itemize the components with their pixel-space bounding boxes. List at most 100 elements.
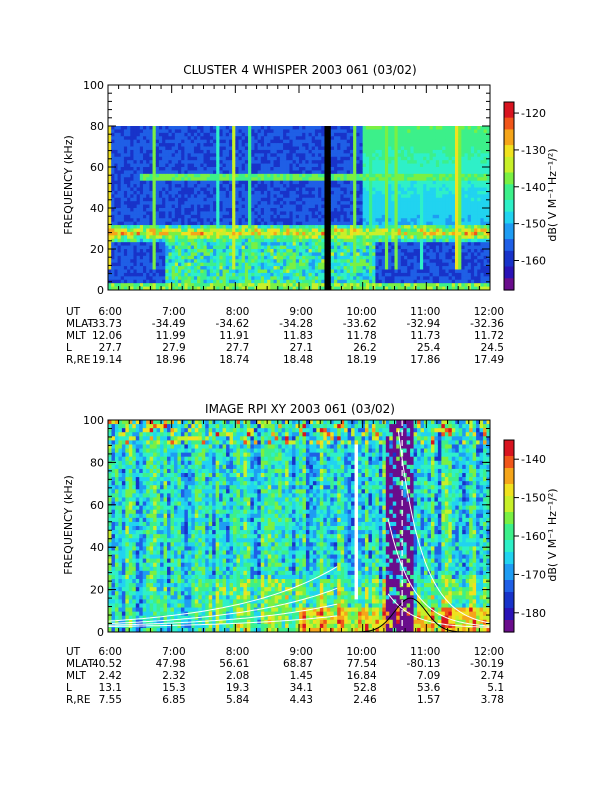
spectrogram-cell <box>184 252 188 257</box>
spectrogram-cell <box>162 218 166 223</box>
spectrogram-cell <box>136 228 141 233</box>
spectrogram-cell <box>381 259 386 264</box>
spectrogram-cell <box>111 211 115 216</box>
spectrogram-cell <box>378 173 383 178</box>
spectrogram-cell <box>283 211 287 216</box>
spectrogram-cell <box>136 156 141 161</box>
spectrogram-cell <box>426 208 430 212</box>
spectrogram-cell <box>139 194 144 199</box>
spectrogram-cell <box>136 160 141 164</box>
spectrogram-cell <box>302 221 306 226</box>
spectrogram-cell <box>359 252 364 257</box>
spectrogram-cell <box>295 177 300 182</box>
spectrogram-cell <box>139 245 144 250</box>
spectrogram-cell <box>213 129 217 134</box>
spectrogram-cell <box>330 187 335 192</box>
spectrogram-cell <box>127 214 131 219</box>
spectrogram-cell <box>435 126 440 130</box>
spectrogram-cell <box>337 269 341 274</box>
spectrogram-cell <box>337 190 341 195</box>
spectrogram-cell <box>346 214 351 219</box>
spectrogram-cell <box>228 255 233 260</box>
spectrogram-cell <box>400 180 405 185</box>
spectrogram-cell <box>139 262 144 267</box>
spectrogram-cell <box>305 156 309 161</box>
spectrogram-cell <box>295 228 300 233</box>
spectrogram-cell <box>384 283 389 287</box>
spectrogram-cell <box>343 187 348 192</box>
spectrogram-cell <box>114 235 118 240</box>
spectrogram-cell <box>343 225 348 229</box>
spectrogram-cell <box>130 238 134 243</box>
spectrogram-cell <box>286 143 290 147</box>
spectrogram-cell <box>311 228 316 233</box>
spectrogram-cell <box>244 160 249 164</box>
spectrogram-cell <box>273 245 278 250</box>
spectrogram-cell <box>375 173 379 178</box>
spectrogram-cell <box>353 242 357 246</box>
spectrogram-cell <box>340 197 344 202</box>
spectrogram-cell <box>143 139 147 144</box>
spectrogram-cell <box>340 255 344 260</box>
spectrogram-cell <box>216 160 220 164</box>
spectrogram-cell <box>114 180 118 185</box>
spectrogram-cell <box>178 255 182 260</box>
spectrogram-cell <box>117 238 122 243</box>
spectrogram-cell <box>372 190 376 195</box>
spectrogram-cell <box>222 156 227 161</box>
spectrogram-cell <box>305 170 309 175</box>
spectrogram-cell <box>318 136 322 141</box>
spectrogram-cell <box>178 252 182 257</box>
spectrogram-cell <box>394 283 399 287</box>
spectrogram-cell <box>216 225 220 229</box>
spectrogram-cell <box>388 173 392 178</box>
spectrogram-cell <box>127 208 131 212</box>
spectrogram-cell <box>171 225 176 229</box>
spectrogram-cell <box>206 276 211 281</box>
spectrogram-cell <box>165 126 169 130</box>
spectrogram-cell <box>286 132 290 137</box>
spectrogram-cell <box>413 211 418 216</box>
spectrogram-cell <box>375 259 379 264</box>
spectrogram-cell <box>216 194 220 199</box>
spectrogram-cell <box>270 242 274 246</box>
spectrogram-cell <box>324 153 329 158</box>
spectrogram-cell <box>276 245 281 250</box>
spectrogram-cell <box>391 269 395 274</box>
spectrogram-cell <box>235 235 239 240</box>
spectrogram-cell <box>394 252 399 257</box>
spectrogram-cell <box>184 262 188 267</box>
spectrogram-cell <box>155 194 160 199</box>
spectrogram-cell <box>359 184 364 188</box>
spectrogram-cell <box>108 283 112 287</box>
spectrogram-cell <box>279 272 284 277</box>
spectrogram-cell <box>353 204 357 209</box>
spectrogram-cell <box>241 163 246 168</box>
spectrogram-cell <box>394 170 399 175</box>
spectrogram-cell <box>394 132 399 137</box>
spectrogram-cell <box>359 242 364 246</box>
spectrogram-cell <box>283 272 287 277</box>
spectrogram-cell <box>330 283 335 287</box>
spectrogram-cell <box>334 170 338 175</box>
spectrogram-cell <box>130 190 134 195</box>
spectrogram-cell <box>362 143 367 147</box>
spectrogram-cell <box>136 255 141 260</box>
spectrogram-cell <box>158 259 163 264</box>
spectrogram-cell <box>162 235 166 240</box>
spectrogram-cell <box>334 269 338 274</box>
spectrogram-cell <box>343 283 348 287</box>
spectrogram-cell <box>248 204 252 209</box>
spectrogram-cell <box>203 187 208 192</box>
spectrogram-cell <box>244 214 249 219</box>
spectrogram-cell <box>178 259 182 264</box>
spectrogram-cell <box>120 262 125 267</box>
spectrogram-cell <box>346 190 351 195</box>
spectrogram-cell <box>378 231 383 236</box>
spectrogram-cell <box>181 208 185 212</box>
spectrogram-cell <box>244 286 249 291</box>
spectrogram-cell <box>123 283 128 287</box>
spectrogram-cell <box>222 194 227 199</box>
spectrogram-cell <box>260 235 265 240</box>
spectrogram-cell <box>302 276 306 281</box>
